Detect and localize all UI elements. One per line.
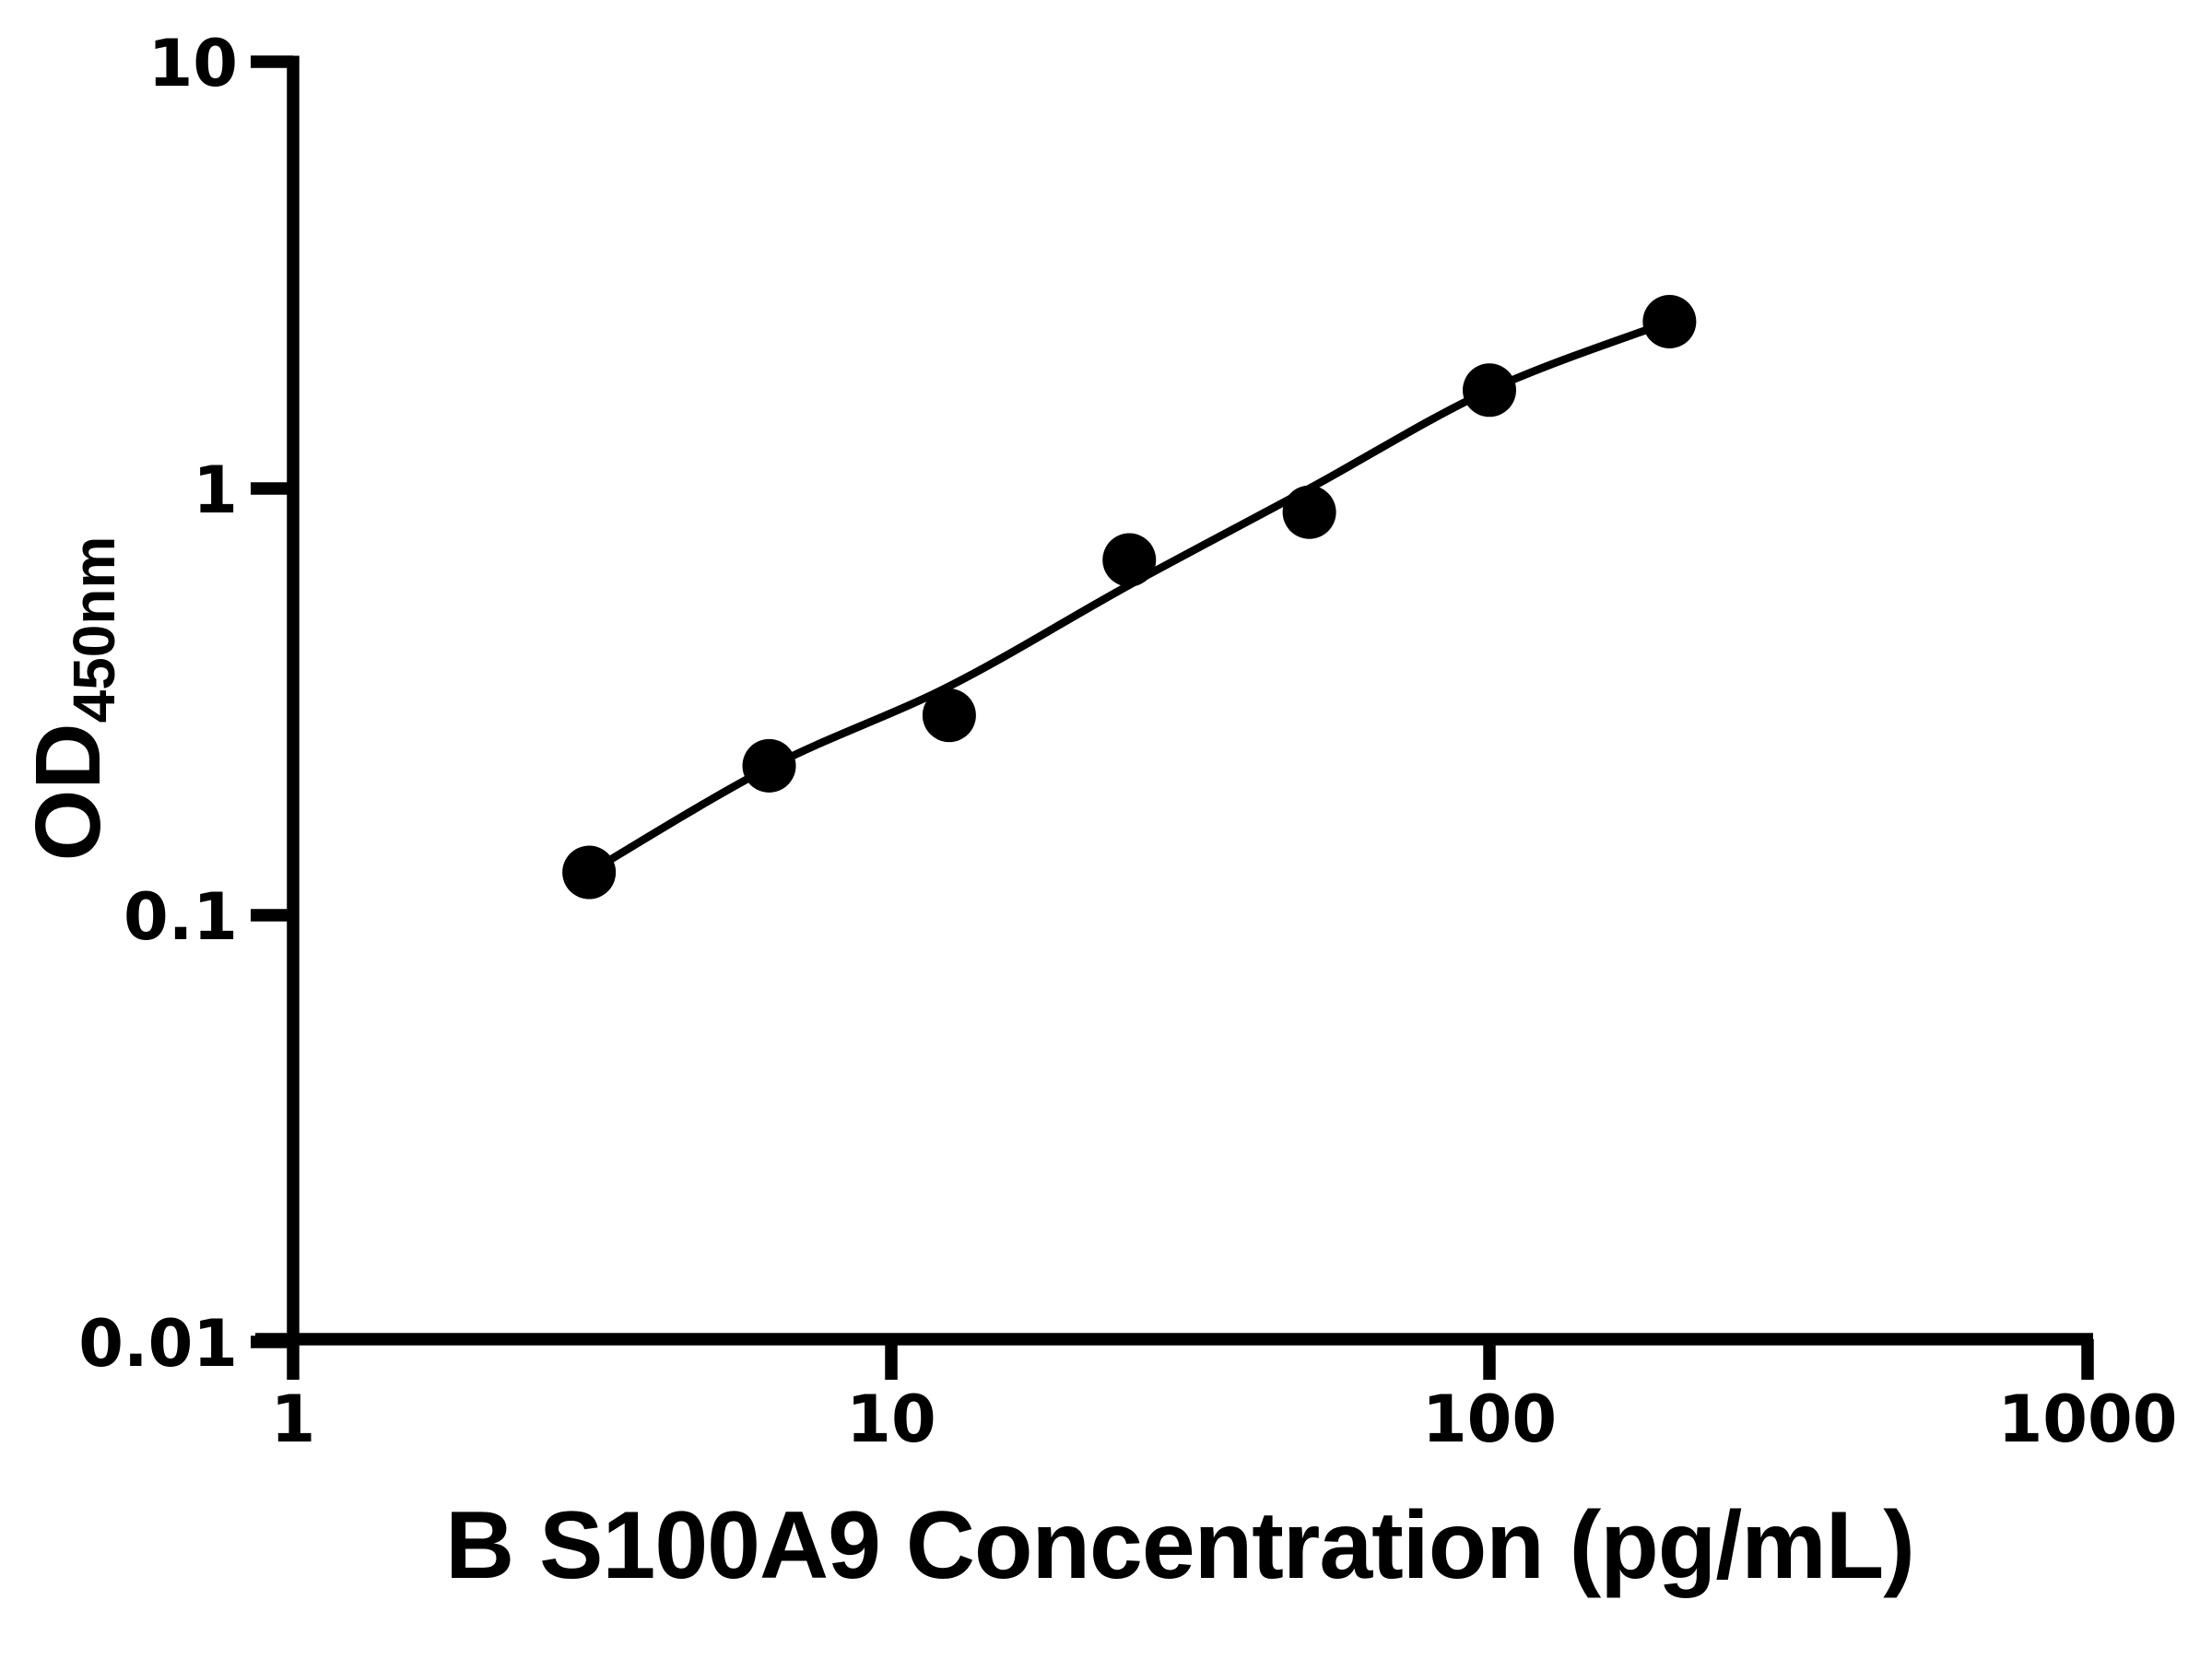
- x-tick-label: 10: [846, 1382, 935, 1457]
- x-axis: 1 10 100 1000: [255, 1333, 2178, 1457]
- x-tick-label: 1000: [1998, 1382, 2178, 1457]
- x-tick-label: 1: [271, 1382, 316, 1457]
- data-point-marker: [1282, 485, 1336, 539]
- y-axis-title-subscript: 450nm: [61, 536, 127, 724]
- data-point-marker: [742, 738, 796, 793]
- y-axis-title-main: OD: [17, 723, 120, 861]
- data-points: [562, 294, 1697, 900]
- x-tick-label: 100: [1422, 1382, 1557, 1457]
- data-point-marker: [1102, 533, 1157, 587]
- y-axis: 10 1 0.1 0.01: [78, 26, 300, 1382]
- y-axis-ticks: 10 1 0.1 0.01: [78, 26, 293, 1382]
- y-tick-label: 0.1: [124, 879, 238, 955]
- y-tick-label: 0.01: [78, 1306, 238, 1382]
- y-tick-label: 1: [193, 453, 238, 528]
- data-point-marker: [562, 845, 617, 900]
- data-point-marker: [922, 688, 976, 743]
- y-axis-title: OD450nm: [17, 536, 127, 862]
- y-tick-label: 10: [148, 26, 238, 101]
- x-axis-title: B S100A9 Concentration (pg/mL): [445, 1492, 1914, 1599]
- data-point-marker: [1642, 294, 1697, 348]
- x-axis-ticks: 1 10 100 1000: [271, 1339, 2178, 1457]
- data-point-marker: [1463, 363, 1516, 418]
